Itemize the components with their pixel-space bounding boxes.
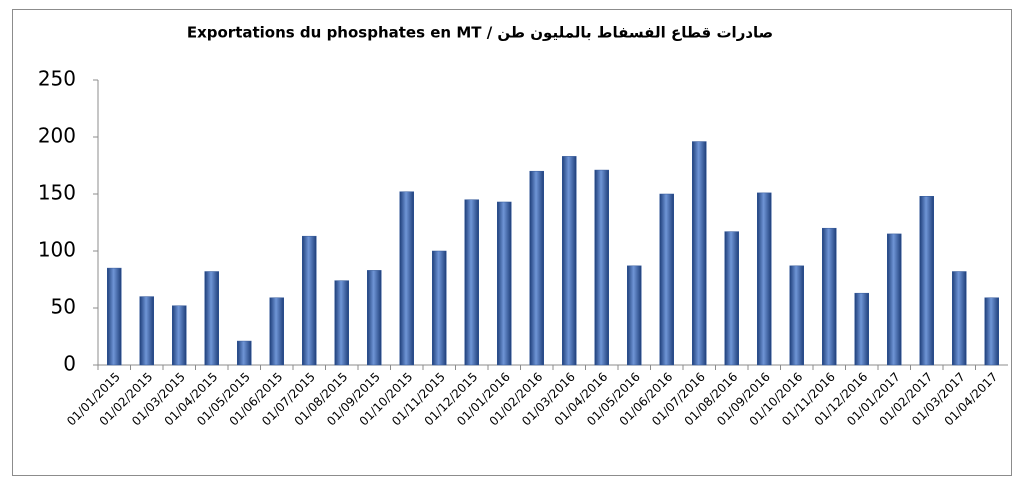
bar [237,340,252,366]
bar [464,199,479,366]
y-tick-label: 150 [38,181,76,205]
bar [854,292,869,366]
bar [367,270,382,366]
bar [594,169,609,366]
y-tick-label: 0 [63,352,76,376]
bar [919,196,934,366]
bar [204,271,219,366]
bar [302,235,317,366]
bar [887,233,902,366]
bar [529,170,544,366]
bar [789,265,804,366]
bar [172,305,187,366]
bar [139,296,154,366]
bar [432,250,447,366]
bar [984,297,999,366]
y-tick-label: 200 [38,124,76,148]
y-tick-label: 50 [51,295,76,319]
y-tick-label: 100 [38,238,76,262]
bar [627,265,642,366]
bar [562,156,577,366]
bar [659,193,674,366]
bar [497,201,512,366]
chart-frame [12,9,1012,476]
y-tick-label: 250 [38,67,76,91]
bar [822,227,837,366]
bar [399,191,414,366]
bar [724,231,739,366]
bar [334,280,349,366]
bar [107,267,122,366]
bar [952,271,967,366]
bar [269,297,284,366]
bar [692,141,707,366]
bar [757,192,772,366]
chart-title: Exportations du phosphates en MT / صادرا… [187,24,773,42]
